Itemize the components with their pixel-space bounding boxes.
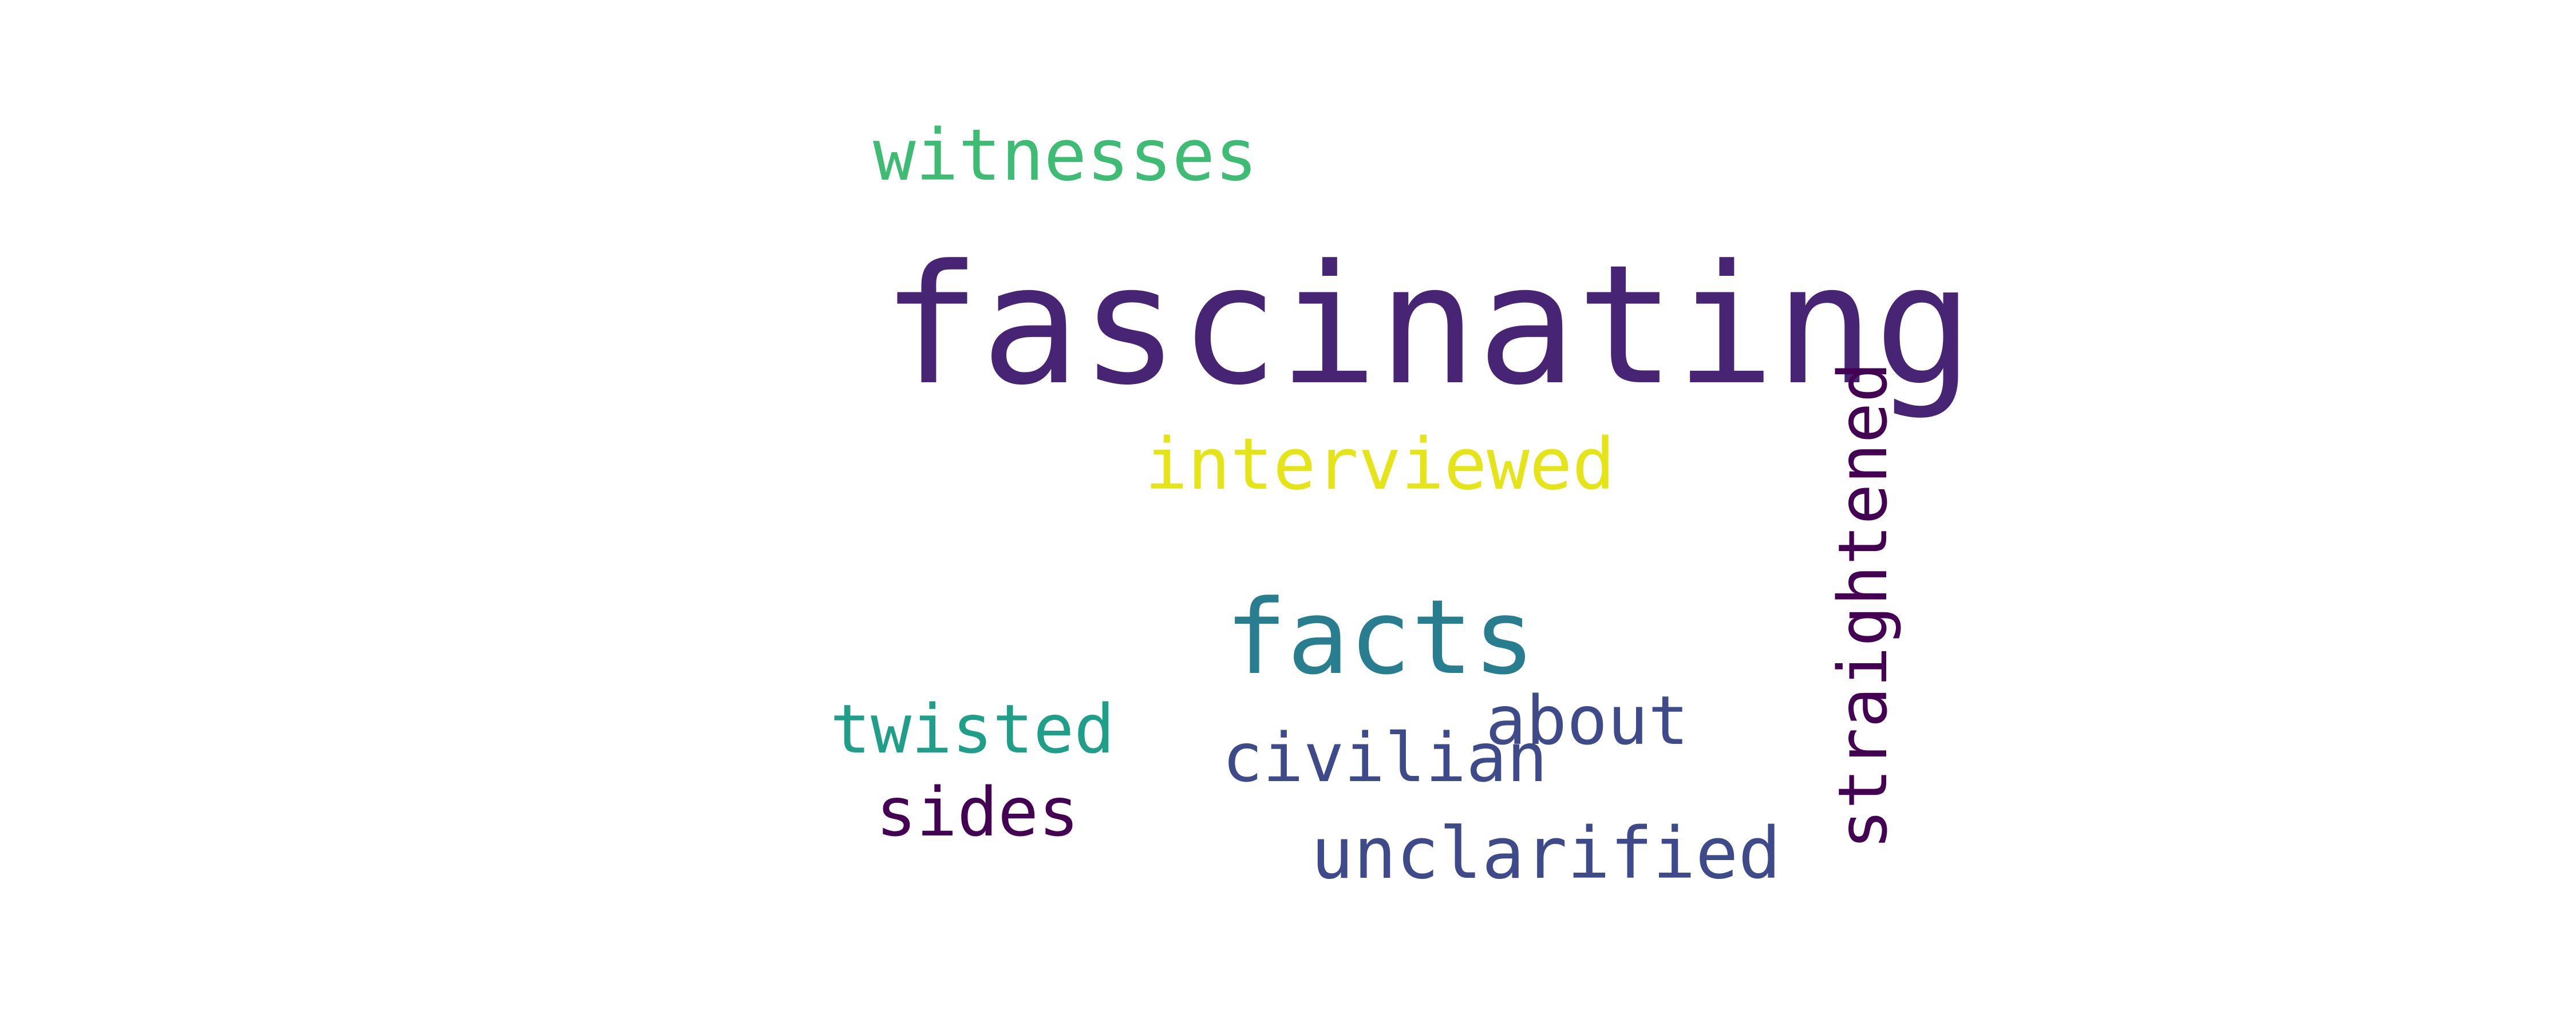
- word-straightened: straightened: [1823, 362, 1902, 850]
- word-unclarified: unclarified: [1311, 813, 1781, 895]
- word-sides: sides: [876, 772, 1080, 851]
- word-civilian: civilian: [1222, 718, 1548, 797]
- word-about: about: [1485, 681, 1689, 760]
- word-twisted: twisted: [830, 690, 1115, 768]
- word-facts: facts: [1225, 578, 1535, 698]
- word-witnesses: witnesses: [873, 114, 1258, 197]
- word-interviewed: interviewed: [1145, 423, 1615, 506]
- word-fascinating: fascinating: [882, 229, 1974, 421]
